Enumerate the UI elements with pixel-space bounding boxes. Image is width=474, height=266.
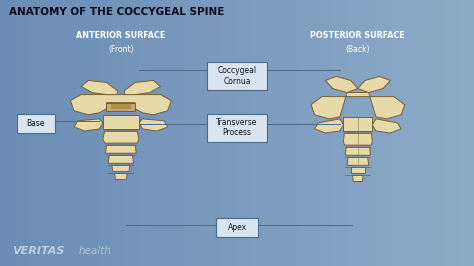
Polygon shape [326, 76, 358, 93]
Polygon shape [353, 176, 363, 181]
FancyBboxPatch shape [17, 114, 55, 133]
FancyBboxPatch shape [216, 218, 258, 237]
Polygon shape [125, 80, 161, 95]
Polygon shape [74, 119, 103, 131]
Polygon shape [106, 145, 136, 153]
Polygon shape [103, 115, 139, 129]
Polygon shape [81, 80, 117, 95]
Text: VERITAS: VERITAS [12, 246, 64, 256]
Polygon shape [139, 119, 168, 131]
Text: health: health [78, 246, 111, 256]
Polygon shape [111, 104, 131, 109]
Text: Coccygeal
Cornua: Coccygeal Cornua [218, 66, 256, 85]
Polygon shape [372, 119, 401, 133]
Text: ANTERIOR SURFACE: ANTERIOR SURFACE [76, 31, 165, 40]
Text: (Front): (Front) [108, 45, 134, 54]
Polygon shape [347, 157, 369, 165]
Text: Apex: Apex [228, 223, 246, 232]
FancyBboxPatch shape [207, 62, 266, 90]
Text: Transverse
Process: Transverse Process [216, 118, 258, 137]
Text: POSTERIOR SURFACE: POSTERIOR SURFACE [310, 31, 405, 40]
Polygon shape [358, 76, 390, 93]
Polygon shape [315, 119, 344, 133]
Text: ANATOMY OF THE COCCYGEAL SPINE: ANATOMY OF THE COCCYGEAL SPINE [9, 7, 225, 17]
Polygon shape [344, 133, 372, 145]
Polygon shape [108, 155, 134, 163]
Polygon shape [345, 147, 371, 155]
Polygon shape [107, 103, 135, 111]
Polygon shape [311, 93, 405, 119]
Text: Base: Base [26, 119, 45, 128]
Text: (Back): (Back) [346, 45, 370, 54]
Polygon shape [71, 95, 171, 115]
FancyBboxPatch shape [207, 114, 266, 142]
Polygon shape [351, 167, 365, 173]
Polygon shape [103, 131, 139, 143]
Polygon shape [344, 117, 372, 131]
Polygon shape [112, 165, 130, 171]
Polygon shape [115, 173, 127, 180]
